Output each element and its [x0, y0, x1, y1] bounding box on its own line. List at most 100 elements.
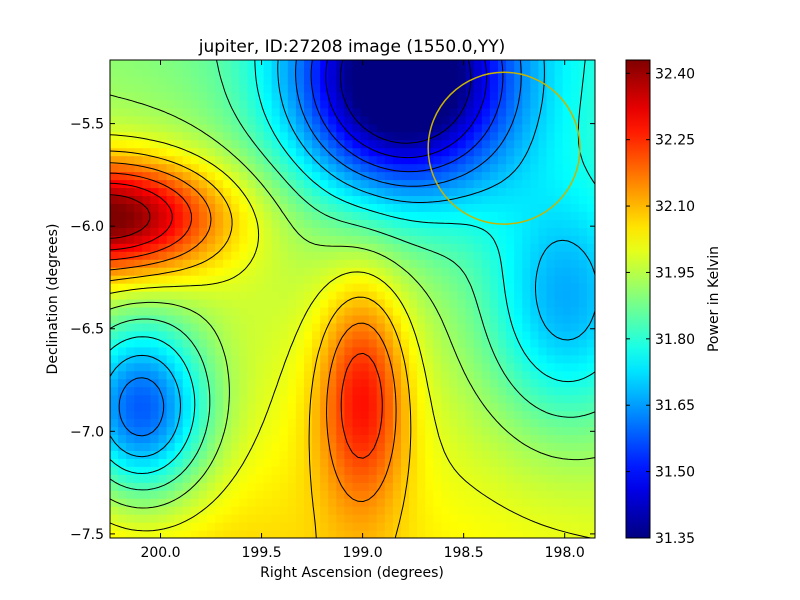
heatmap-cell [368, 506, 378, 515]
heatmap-cell [433, 243, 443, 252]
heatmap-cell [360, 330, 370, 340]
heatmap-cell [578, 498, 588, 507]
heatmap-cell [457, 514, 467, 523]
heatmap-cell [134, 474, 143, 483]
heatmap-cell [401, 394, 410, 404]
heatmap-cell [586, 203, 595, 212]
heatmap-cell [247, 378, 257, 388]
heatmap-cell [279, 306, 289, 316]
heatmap-cell [134, 402, 143, 412]
heatmap-cell [182, 370, 192, 380]
heatmap-cell [239, 410, 249, 420]
heatmap-cell [433, 362, 443, 372]
heatmap-cell [287, 402, 297, 412]
heatmap-cell [126, 434, 135, 443]
heatmap-cell [312, 139, 321, 149]
heatmap-cell [449, 426, 459, 436]
heatmap-cell [376, 291, 386, 300]
heatmap-cell [247, 322, 257, 332]
heatmap-cell [215, 83, 224, 93]
heatmap-cell [134, 251, 143, 260]
heatmap-cell [263, 171, 273, 181]
heatmap-cell [449, 482, 459, 491]
heatmap-cell [360, 163, 370, 173]
heatmap-cell [352, 251, 362, 260]
heatmap-cell [142, 251, 152, 260]
heatmap-cell [392, 67, 402, 77]
contour-line [110, 194, 151, 239]
heatmap-cell [489, 458, 499, 467]
heatmap-cell [255, 107, 265, 117]
heatmap-cell [158, 306, 168, 316]
heatmap-cell [417, 299, 426, 308]
heatmap-cell [538, 139, 548, 149]
heatmap-cell [215, 410, 224, 420]
heatmap-cell [578, 171, 588, 181]
heatmap-cell [392, 195, 402, 204]
heatmap-cell [498, 155, 507, 165]
heatmap-cell [312, 426, 321, 436]
heatmap-cell [530, 346, 540, 356]
heatmap-cell [158, 123, 168, 133]
heatmap-cell [110, 267, 119, 276]
heatmap-cell [522, 362, 531, 372]
heatmap-cell [506, 99, 515, 109]
heatmap-cell [417, 506, 426, 515]
heatmap-cell [352, 458, 362, 467]
heatmap-cell [239, 83, 249, 93]
heatmap-cell [449, 346, 459, 356]
heatmap-cell [562, 131, 572, 141]
heatmap-cell [271, 251, 281, 260]
heatmap-cell [166, 107, 176, 117]
heatmap-cell [279, 155, 289, 165]
heatmap-cell [449, 147, 459, 157]
heatmap-cell [142, 522, 152, 531]
heatmap-cell [498, 235, 507, 244]
heatmap-cell [473, 203, 483, 212]
heatmap-cell [279, 179, 289, 189]
heatmap-cell [409, 171, 418, 181]
heatmap-cell [182, 67, 192, 77]
heatmap-cell [457, 251, 467, 260]
heatmap-cell [328, 91, 337, 101]
heatmap-cell [247, 107, 257, 117]
heatmap-cell [158, 378, 168, 388]
heatmap-cell [304, 514, 313, 523]
heatmap-cell [344, 458, 354, 467]
heatmap-cell [376, 506, 386, 515]
heatmap-cell [247, 354, 257, 364]
heatmap-cell [392, 219, 402, 228]
heatmap-cell [304, 203, 313, 212]
heatmap-cell [352, 434, 362, 443]
heatmap-cell [255, 299, 265, 308]
heatmap-cell [142, 60, 152, 69]
heatmap-cell [538, 131, 548, 141]
heatmap-cell [498, 171, 507, 181]
heatmap-cell [287, 442, 297, 451]
heatmap-cell [312, 203, 321, 212]
heatmap-cell [207, 466, 216, 475]
heatmap-cell [271, 330, 281, 340]
heatmap-cell [562, 259, 572, 268]
heatmap-cell [328, 490, 337, 499]
heatmap-cell [570, 60, 580, 69]
heatmap-cell [368, 410, 378, 420]
heatmap-cell [352, 283, 362, 292]
heatmap-cell [514, 514, 523, 523]
heatmap-cell [498, 338, 507, 348]
heatmap-cell [489, 131, 499, 141]
heatmap-cell [174, 434, 184, 443]
heatmap-cell [247, 123, 257, 133]
heatmap-cell [433, 235, 443, 244]
heatmap-cell [409, 370, 418, 380]
heatmap-cell [578, 179, 588, 189]
heatmap-cell [110, 139, 119, 149]
heatmap-cell [279, 227, 289, 236]
heatmap-cell [514, 243, 523, 252]
heatmap-cell [263, 402, 273, 412]
heatmap-cell [368, 530, 378, 538]
heatmap-cell [530, 171, 540, 181]
heatmap-cell [441, 187, 451, 197]
heatmap-cell [279, 514, 289, 523]
heatmap-cell [392, 306, 402, 316]
